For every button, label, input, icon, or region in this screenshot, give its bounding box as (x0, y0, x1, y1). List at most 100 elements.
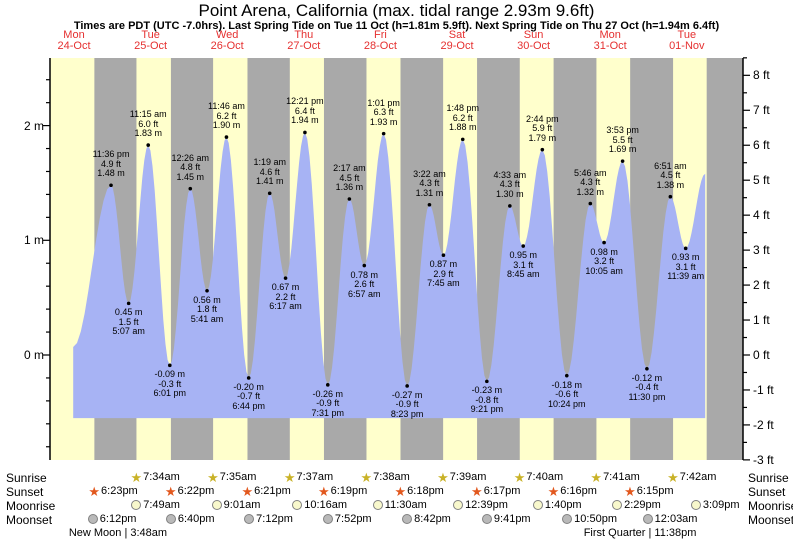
astro-event: 9:41pm (481, 512, 531, 526)
sunset-star-icon: ★ (241, 483, 254, 499)
tide-label-line: 9:21 pm (470, 404, 504, 415)
day-label-line: Wed (215, 29, 239, 41)
tide-label-line: 0.56 m (193, 294, 221, 305)
tide-high-label: 1:01 pm 6.3 ft 1.93 m (347, 98, 421, 128)
astro-event-time: 7:35am (219, 471, 257, 483)
astro-row-label-right: Sunrise (748, 471, 789, 485)
tide-high-label: 3:53 pm 5.5 ft 1.69 m (586, 126, 660, 155)
day-label-line: Fri (373, 29, 387, 41)
astro-event-time: 6:15pm (636, 485, 674, 497)
astro-event: ★ 7:38am (360, 470, 409, 484)
y-axis-right-label: 2 ft (753, 278, 770, 293)
astro-event: ★ 6:15pm (624, 484, 673, 498)
tide-extreme-dot (602, 240, 606, 245)
astro-event-time: 2:29pm (624, 499, 661, 511)
tide-low-label: 0.78 m 2.6 ft 6:57 am (327, 270, 401, 300)
astro-event: 6:12pm (87, 512, 136, 526)
sunset-star-icon: ★ (471, 483, 483, 499)
tide-label-line: 5.5 ft (612, 134, 633, 145)
tide-label-line: 4.3 ft (499, 179, 520, 190)
astro-event-time: 8:42pm (414, 513, 451, 525)
astro-event: ★ 6:18pm (395, 484, 444, 498)
astro-event-time: 7:42am (679, 471, 717, 483)
astro-event-time: 6:18pm (407, 485, 444, 497)
moonset-icon (87, 514, 98, 524)
tide-label-line: 0.87 m (429, 259, 458, 270)
sunset-star-icon: ★ (624, 483, 636, 499)
tide-high-label: 3:22 am 4.3 ft 1.31 m (392, 169, 466, 199)
tide-extreme-dot (460, 137, 465, 142)
sunrise-star-icon: ★ (283, 469, 296, 485)
tide-label-line: 2:44 pm (526, 113, 559, 124)
tide-extreme-dot (109, 183, 113, 188)
tide-label-line: 1.88 m (448, 122, 477, 133)
sunrise-star-icon: ★ (667, 469, 679, 485)
tide-low-label: -0.09 m -0.3 ft 6:01 pm (133, 370, 207, 399)
day-label-line: 26-Oct (210, 40, 244, 52)
tide-label-line: 4:33 am (493, 169, 527, 180)
tide-label-line: 3.2 ft (594, 256, 615, 267)
day-label-line: 29-Oct (440, 40, 474, 52)
tide-label-line: 4.9 ft (101, 158, 122, 169)
tide-extreme-dot (146, 143, 151, 147)
astro-event-time: 7:38am (373, 471, 410, 483)
tide-extreme-dot (246, 376, 251, 380)
moonset-icon (322, 514, 333, 524)
astro-event-time: 7:37am (296, 471, 334, 483)
moon-phase-label: New Moon | 3:48am (68, 527, 168, 539)
astro-event: ★ 6:17pm (471, 484, 520, 498)
tide-extreme-dot (564, 373, 569, 378)
sunset-star-icon: ★ (547, 483, 560, 499)
tide-label-line: 1.79 m (528, 132, 557, 143)
tide-label-line: 1.48 m (97, 168, 125, 179)
astro-event: 2:29pm (612, 498, 661, 512)
day-label: Wed 26-Oct (189, 30, 265, 52)
tide-label-line: 1.8 ft (197, 304, 218, 315)
astro-event-time: 6:19pm (330, 485, 368, 497)
astro-event-time: 10:50pm (574, 513, 617, 525)
tide-label-line: 3.1 ft (675, 261, 696, 272)
day-label-line: Tue (141, 29, 160, 41)
tide-label-line: -0.9 ft (395, 399, 419, 410)
tide-extreme-dot (405, 384, 409, 388)
tide-extreme-dot (325, 383, 330, 387)
y-axis-left-label: 2 m (23, 118, 44, 133)
tide-label-line: 5:07 am (112, 326, 145, 337)
tide-extreme-dot (168, 363, 172, 368)
tide-low-label: -0.12 m -0.4 ft 11:30 pm (610, 373, 684, 403)
tide-extreme-dot (588, 201, 593, 206)
tide-label-line: 1.36 m (335, 182, 364, 192)
tide-label-line: 8:23 pm (390, 408, 424, 419)
tide-label-line: -0.4 ft (635, 382, 659, 393)
day-label-line: Thu (294, 29, 314, 41)
tide-curve-area (73, 132, 706, 419)
astro-event-time: 6:16pm (560, 485, 597, 497)
astro-event-time: 12:39pm (465, 499, 508, 511)
astro-event-time: 10:16am (304, 499, 348, 511)
tide-high-label: 11:15 am 6.0 ft 1.83 m (111, 110, 185, 139)
y-axis-right-label: 6 ft (753, 138, 770, 153)
astro-event-time: 7:40am (526, 471, 564, 483)
tide-label-line: 12:26 am (171, 152, 210, 163)
tide-extreme-dot (645, 366, 649, 371)
day-label-line: Mon (63, 29, 85, 41)
astro-event: ★ 6:16pm (548, 484, 597, 498)
tide-label-line: 3.1 ft (513, 259, 534, 270)
tide-label-line: 1.69 m (608, 144, 637, 155)
day-label-line: 27-Oct (287, 40, 321, 52)
day-label-line: 24-Oct (57, 40, 91, 52)
astro-event: ★ 6:22pm (165, 484, 214, 498)
tide-label-line: 6.3 ft (373, 107, 394, 118)
tide-label-line: 2.6 ft (354, 279, 375, 290)
tide-label-line: 4.3 ft (580, 177, 601, 188)
moonrise-icon (211, 500, 222, 510)
astro-event: ★ 7:41am (590, 470, 639, 484)
tide-extreme-dot (224, 135, 229, 139)
tide-high-label: 12:21 pm 6.4 ft 1.94 m (268, 97, 342, 126)
tide-extreme-dot (521, 244, 526, 248)
astro-event-time: 6:17pm (483, 485, 521, 497)
astro-event-time: 6:40pm (177, 513, 215, 525)
moonrise-icon (372, 500, 383, 510)
day-label: Sat 29-Oct (419, 30, 495, 52)
